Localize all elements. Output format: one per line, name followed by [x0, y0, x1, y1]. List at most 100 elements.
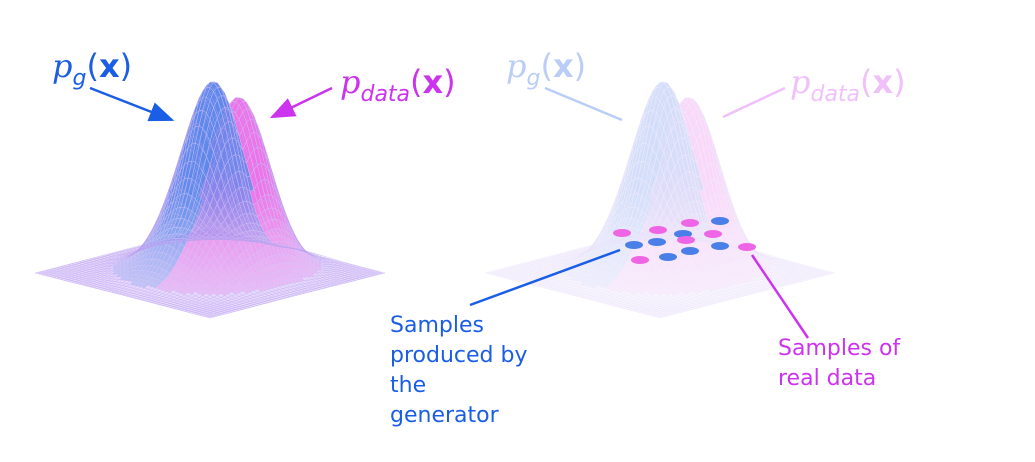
surface-facet — [681, 131, 690, 154]
surface-facet — [696, 210, 705, 230]
surface-facet — [663, 86, 672, 100]
surface-facet — [765, 258, 774, 262]
surface-facet — [670, 238, 679, 240]
surface-facet — [685, 282, 694, 289]
surface-facet — [659, 101, 668, 120]
surface-facet — [699, 114, 708, 133]
surface-facet — [579, 253, 588, 261]
surface-facet — [608, 234, 617, 242]
surface-facet — [623, 261, 632, 270]
surface-facet — [586, 245, 595, 252]
surface-facet — [692, 114, 701, 132]
surface-facet — [655, 235, 665, 239]
surface-grid-line — [608, 199, 785, 305]
surface-facet — [630, 177, 639, 195]
surface-facet — [710, 267, 719, 276]
surface-facet — [656, 87, 664, 101]
surface-facet — [619, 247, 628, 259]
surface-facet — [670, 108, 679, 121]
surface-grid-line — [587, 104, 763, 300]
surface-facet — [696, 108, 705, 121]
surface-facet — [572, 255, 580, 260]
surface-facet — [757, 261, 767, 268]
surface-facet — [663, 112, 672, 133]
surface-facet — [714, 256, 723, 267]
surface-facet — [656, 84, 664, 95]
surface-facet — [732, 206, 741, 225]
surface-facet — [674, 214, 683, 227]
surface-facet — [608, 208, 617, 224]
surface-facet — [732, 215, 741, 231]
surface-grid-line — [557, 81, 733, 292]
surface-facet — [663, 86, 672, 98]
surface-facet — [736, 262, 745, 270]
surface-facet — [681, 137, 690, 157]
surface-facet — [681, 284, 690, 291]
surface-facet — [638, 239, 646, 241]
surface-facet — [670, 291, 679, 296]
surface-facet — [692, 159, 701, 177]
surface-facet — [579, 251, 588, 257]
surface-facet — [725, 189, 734, 210]
surface-grid-line — [608, 132, 785, 287]
surface-facet — [674, 243, 683, 258]
surface-facet — [667, 173, 675, 194]
surface-facet — [641, 232, 650, 238]
surface-facet — [590, 237, 599, 248]
surface-facet — [641, 136, 650, 154]
surface-facet — [634, 267, 643, 276]
surface-facet — [674, 117, 683, 134]
surface-facet — [729, 197, 737, 218]
surface-grid-line — [64, 265, 240, 311]
surface-facet — [699, 169, 708, 191]
surface-facet — [721, 282, 730, 288]
surface-facet — [626, 238, 636, 242]
surface-facet — [696, 228, 705, 245]
surface-facet — [692, 108, 701, 123]
surface-facet — [754, 251, 763, 260]
surface-facet — [728, 241, 738, 246]
surface-facet — [612, 277, 621, 284]
surface-facet — [721, 201, 730, 221]
surface-facet — [594, 270, 603, 277]
surface-facet — [652, 178, 661, 199]
surface-facet — [605, 259, 613, 268]
surface-facet — [707, 125, 715, 148]
surface-facet — [710, 134, 719, 159]
surface-facet — [736, 254, 745, 264]
surface-grid-line — [579, 90, 755, 294]
surface-facet — [692, 151, 701, 175]
surface-facet — [626, 277, 635, 285]
surface-facet — [717, 179, 726, 200]
surface-grid-line — [649, 269, 825, 316]
surface-facet — [648, 285, 657, 292]
surface-facet — [622, 238, 632, 242]
surface-facet — [729, 201, 737, 222]
surface-facet — [699, 222, 708, 232]
surface-facet — [594, 244, 602, 249]
surface-facet — [605, 220, 613, 234]
surface-facet — [619, 176, 628, 198]
surface-facet — [634, 238, 642, 241]
surface-facet — [565, 261, 573, 265]
surface-facet — [678, 102, 686, 113]
surface-facet — [601, 243, 610, 247]
surface-facet — [594, 232, 602, 244]
surface-facet — [681, 113, 690, 137]
surface-facet — [663, 270, 672, 280]
surface-facet — [604, 267, 613, 275]
surface-facet — [740, 225, 748, 241]
pdata-close-right: ) — [893, 63, 906, 101]
surface-facet — [714, 147, 723, 172]
surface-facet — [587, 248, 595, 252]
surface-facet — [579, 251, 588, 255]
surface-facet — [623, 275, 632, 283]
surface-facet — [641, 286, 650, 292]
surface-facet — [597, 237, 606, 249]
surface-facet — [619, 185, 628, 206]
surface-facet — [612, 204, 621, 220]
surface-facet — [652, 197, 661, 215]
surface-facet — [608, 209, 617, 226]
surface-facet — [685, 104, 694, 120]
